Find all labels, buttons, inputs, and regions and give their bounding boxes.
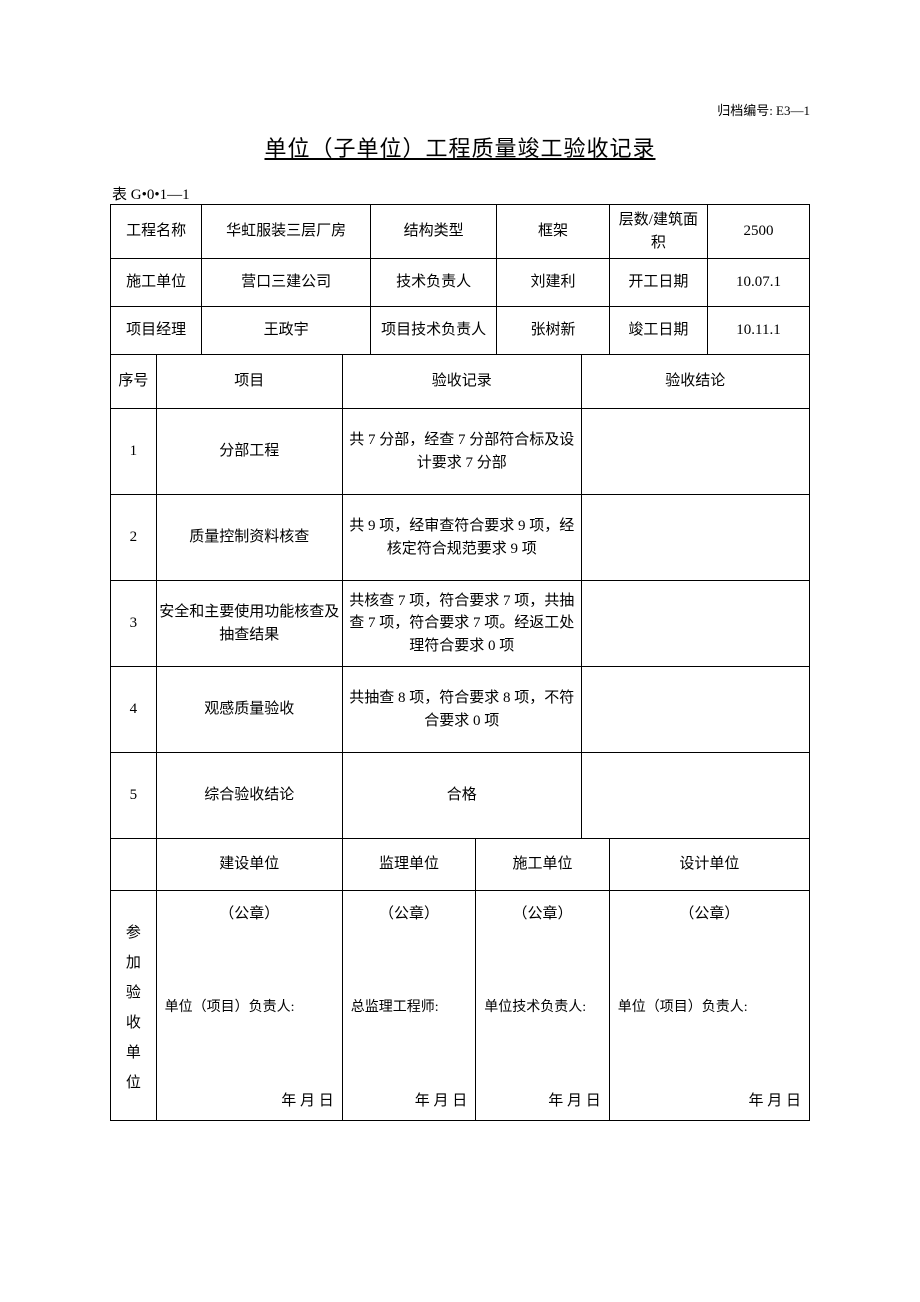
item-4-name: 观感质量验收 <box>156 667 342 753</box>
item-1-conclusion <box>581 409 809 495</box>
archive-number: 归档编号: E3—1 <box>110 100 810 119</box>
value-structure-type: 框架 <box>497 205 609 259</box>
item-1-name: 分部工程 <box>156 409 342 495</box>
sig-col2-body: （公章） 总监理工程师: 年 月 日 <box>342 891 475 1121</box>
value-floors-area: 2500 <box>708 205 810 259</box>
label-project-name: 工程名称 <box>111 205 202 259</box>
col-conclusion: 验收结论 <box>581 355 809 409</box>
label-project-manager: 项目经理 <box>111 307 202 355</box>
item-5-conclusion <box>581 753 809 839</box>
label-tech-lead: 技术负责人 <box>370 259 496 307</box>
col-seq: 序号 <box>111 355 157 409</box>
item-3-name: 安全和主要使用功能核查及抽查结果 <box>156 581 342 667</box>
info-row-2: 施工单位 营口三建公司 技术负责人 刘建利 开工日期 10.07.1 <box>111 259 810 307</box>
sig-col1-role: 单位（项目）负责人: <box>161 997 338 1018</box>
signature-body-row: 参加验收单位 （公章） 单位（项目）负责人: 年 月 日 （公章） 总监理工程师… <box>111 891 810 1121</box>
sig-col3-role: 单位技术负责人: <box>480 997 604 1018</box>
sig-col3-seal: （公章） <box>480 903 604 926</box>
signature-header-row: 建设单位 监理单位 施工单位 设计单位 <box>111 839 810 891</box>
item-row-2: 2 质量控制资料核查 共 9 项，经审查符合要求 9 项，经核定符合规范要求 9… <box>111 495 810 581</box>
value-tech-lead: 刘建利 <box>497 259 609 307</box>
item-5-record: 合格 <box>342 753 581 839</box>
sig-col4-date: 年 月 日 <box>614 1090 805 1113</box>
section-header-row: 序号 项目 验收记录 验收结论 <box>111 355 810 409</box>
acceptance-table: 工程名称 华虹服装三层厂房 结构类型 框架 层数/建筑面积 2500 施工单位 … <box>110 204 810 1121</box>
seq-4: 4 <box>111 667 157 753</box>
sig-col2-header: 监理单位 <box>342 839 475 891</box>
sig-col3-header: 施工单位 <box>476 839 609 891</box>
value-proj-tech-lead: 张树新 <box>497 307 609 355</box>
item-1-record: 共 7 分部，经查 7 分部符合标及设计要求 7 分部 <box>342 409 581 495</box>
seq-1: 1 <box>111 409 157 495</box>
item-2-name: 质量控制资料核查 <box>156 495 342 581</box>
sig-col1-seal: （公章） <box>161 903 338 926</box>
item-4-record: 共抽查 8 项，符合要求 8 项，不符合要求 0 项 <box>342 667 581 753</box>
table-number: 表 G•0•1—1 <box>110 183 810 204</box>
seq-5: 5 <box>111 753 157 839</box>
item-row-5: 5 综合验收结论 合格 <box>111 753 810 839</box>
item-2-conclusion <box>581 495 809 581</box>
label-proj-tech-lead: 项目技术负责人 <box>370 307 496 355</box>
value-project-name: 华虹服装三层厂房 <box>202 205 371 259</box>
label-start-date: 开工日期 <box>609 259 707 307</box>
sig-col2-date: 年 月 日 <box>347 1090 471 1113</box>
info-row-3: 项目经理 王政宇 项目技术负责人 张树新 竣工日期 10.11.1 <box>111 307 810 355</box>
sig-col1-header: 建设单位 <box>156 839 342 891</box>
label-floors-area: 层数/建筑面积 <box>609 205 707 259</box>
document-title: 单位（子单位）工程质量竣工验收记录 <box>110 131 810 163</box>
value-start-date: 10.07.1 <box>708 259 810 307</box>
sig-col1-date: 年 月 日 <box>161 1090 338 1113</box>
seq-3: 3 <box>111 581 157 667</box>
col-item: 项目 <box>156 355 342 409</box>
sig-col4-seal: （公章） <box>614 903 805 926</box>
sig-col4-body: （公章） 单位（项目）负责人: 年 月 日 <box>609 891 809 1121</box>
label-construction-unit: 施工单位 <box>111 259 202 307</box>
item-3-record: 共核查 7 项，符合要求 7 项，共抽查 7 项，符合要求 7 项。经返工处理符… <box>342 581 581 667</box>
sig-col3-body: （公章） 单位技术负责人: 年 月 日 <box>476 891 609 1121</box>
item-3-conclusion <box>581 581 809 667</box>
item-row-4: 4 观感质量验收 共抽查 8 项，符合要求 8 项，不符合要求 0 项 <box>111 667 810 753</box>
info-row-1: 工程名称 华虹服装三层厂房 结构类型 框架 层数/建筑面积 2500 <box>111 205 810 259</box>
value-completion-date: 10.11.1 <box>708 307 810 355</box>
label-structure-type: 结构类型 <box>370 205 496 259</box>
value-project-manager: 王政宇 <box>202 307 371 355</box>
item-row-1: 1 分部工程 共 7 分部，经查 7 分部符合标及设计要求 7 分部 <box>111 409 810 495</box>
sig-col2-seal: （公章） <box>347 903 471 926</box>
sig-col1-body: （公章） 单位（项目）负责人: 年 月 日 <box>156 891 342 1121</box>
sig-col3-date: 年 月 日 <box>480 1090 604 1113</box>
col-record: 验收记录 <box>342 355 581 409</box>
sig-col4-header: 设计单位 <box>609 839 809 891</box>
sig-side-label: 参加验收单位 <box>111 891 157 1121</box>
value-construction-unit: 营口三建公司 <box>202 259 371 307</box>
item-2-record: 共 9 项，经审查符合要求 9 项，经核定符合规范要求 9 项 <box>342 495 581 581</box>
item-5-name: 综合验收结论 <box>156 753 342 839</box>
label-completion-date: 竣工日期 <box>609 307 707 355</box>
sig-col2-role: 总监理工程师: <box>347 997 471 1018</box>
item-row-3: 3 安全和主要使用功能核查及抽查结果 共核查 7 项，符合要求 7 项，共抽查 … <box>111 581 810 667</box>
sig-side-spacer <box>111 839 157 891</box>
sig-col4-role: 单位（项目）负责人: <box>614 997 805 1018</box>
seq-2: 2 <box>111 495 157 581</box>
item-4-conclusion <box>581 667 809 753</box>
